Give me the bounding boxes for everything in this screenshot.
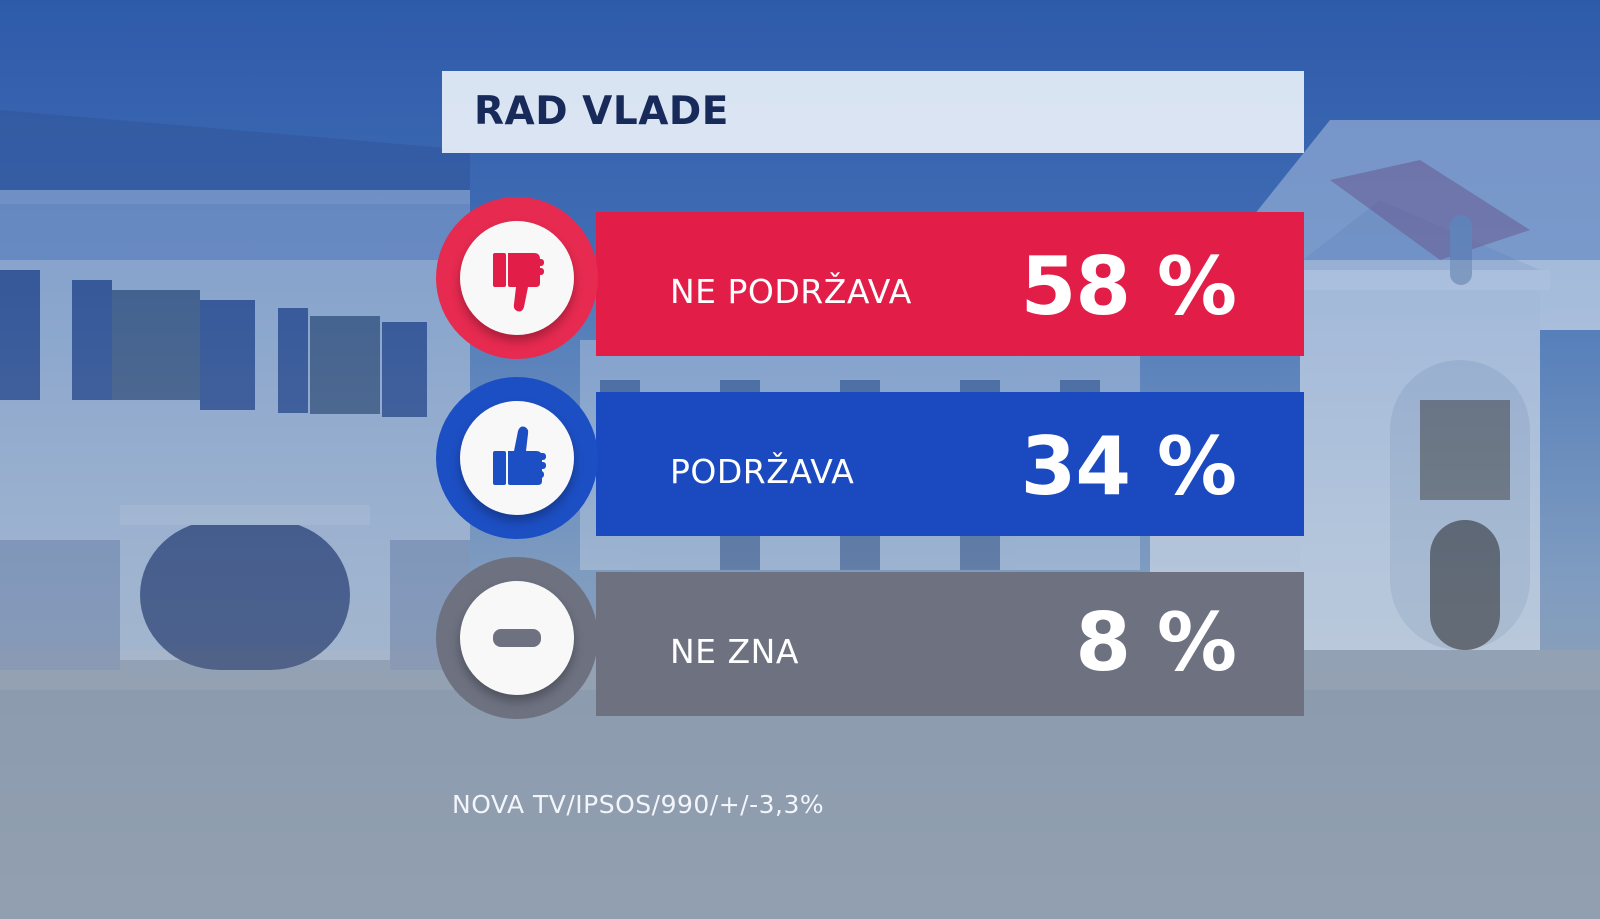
result-row-ne-podrzava: NE PODRŽAVA 58 % [436, 197, 1306, 359]
result-bar [596, 572, 1304, 716]
title-banner: RAD VLADE [442, 71, 1304, 153]
chart-title: RAD VLADE [474, 89, 729, 134]
result-row-ne-zna: NE ZNA 8 % [436, 557, 1306, 719]
left-building [0, 110, 470, 670]
thumbs-down-icon [493, 253, 544, 312]
answer-percentage: 34 % [1020, 420, 1237, 513]
answer-label: PODRŽAVA [670, 452, 855, 491]
result-bar [596, 392, 1304, 536]
answer-percentage: 58 % [1020, 240, 1237, 333]
result-row-podrzava: PODRŽAVA 34 % [436, 377, 1306, 539]
result-bar [596, 212, 1304, 356]
icon-disc [460, 581, 574, 695]
icon-disc [460, 401, 574, 515]
thumbs-up-icon [493, 426, 546, 485]
icon-disc [460, 221, 574, 335]
answer-label: NE PODRŽAVA [670, 272, 912, 311]
source-note: NOVA TV/IPSOS/990/+/-3,3% [452, 790, 825, 819]
minus-icon [493, 629, 541, 647]
answer-label: NE ZNA [670, 632, 799, 671]
answer-percentage: 8 % [1075, 596, 1237, 689]
